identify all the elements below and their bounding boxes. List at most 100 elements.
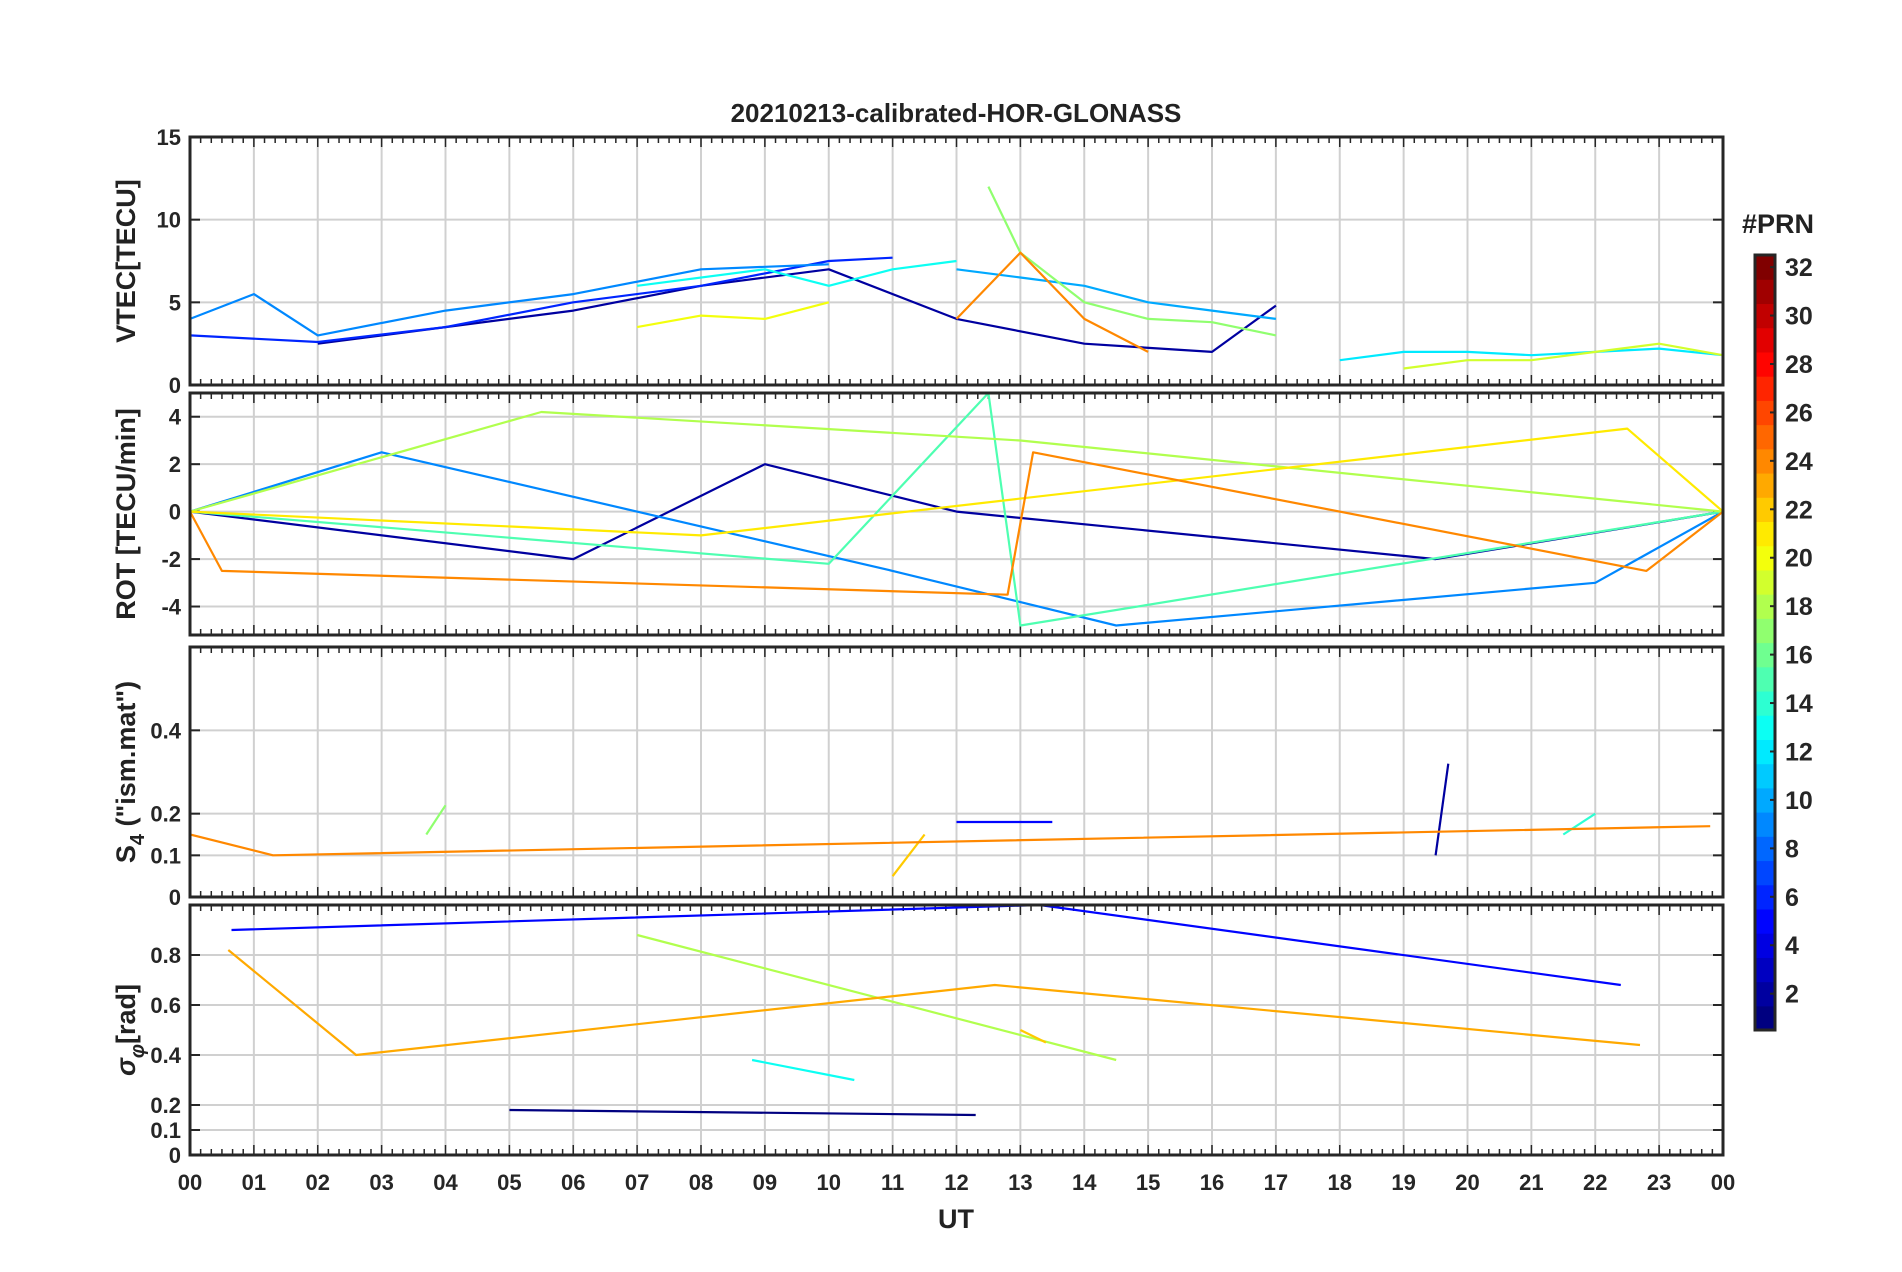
sigma-y-axis-label: σφ[rad] <box>111 984 149 1076</box>
colorbar-segment <box>1755 303 1775 329</box>
colorbar-tick-label: 20 <box>1785 545 1813 573</box>
s4-series-prn-14 <box>1562 812 1596 836</box>
colorbar-segment <box>1755 279 1775 305</box>
x-tick-label: 16 <box>1200 1170 1224 1195</box>
vtec-series-prn-9 <box>190 263 829 337</box>
colorbar-segment <box>1755 739 1775 765</box>
colorbar-tick-label: 14 <box>1785 690 1813 718</box>
rot-ytick-label: -2 <box>161 547 181 572</box>
colorbar-segment <box>1755 860 1775 886</box>
colorbar-tick-label: 4 <box>1785 932 1799 960</box>
x-tick-label: 01 <box>242 1170 266 1195</box>
colorbar-tick-label: 22 <box>1785 496 1813 524</box>
colorbar-tick-label: 8 <box>1785 835 1799 863</box>
s4-y-axis-label-sub: 4 <box>127 833 149 845</box>
colorbar-segment <box>1755 908 1775 934</box>
colorbar-segment <box>1755 715 1775 740</box>
colorbar-segment <box>1755 255 1775 280</box>
rot-panel: -4 -2 0 2 4 ROT [TECU/min] <box>111 391 1725 637</box>
vtec-series-prn-24 <box>955 251 1149 353</box>
sigma-ytick-label: 0.2 <box>150 1093 181 1118</box>
vtec-series-prn-13 <box>636 259 957 287</box>
x-tick-label: 19 <box>1391 1170 1415 1195</box>
rot-series-prn-15 <box>190 393 1723 627</box>
x-tick-label: 00 <box>178 1170 202 1195</box>
chart-title: 20210213-calibrated-HOR-GLONASS <box>731 98 1182 128</box>
colorbar-segment <box>1755 957 1775 983</box>
sigma-ytick-label: 0.1 <box>150 1118 181 1143</box>
vtec-y-axis-label: VTEC[TECU] <box>111 179 141 343</box>
x-axis-label: UT <box>938 1204 974 1234</box>
x-tick-label: 05 <box>497 1170 521 1195</box>
x-tick-label: 17 <box>1264 1170 1288 1195</box>
colorbar-segment <box>1755 812 1775 837</box>
sigma-series-prn-23 <box>227 949 1641 1057</box>
s4-series-prn-17 <box>425 804 447 836</box>
colorbar-segment <box>1755 618 1775 644</box>
colorbar-segment <box>1755 400 1775 426</box>
x-tick-label: 12 <box>944 1170 968 1195</box>
vtec-series-prn-20 <box>636 301 830 329</box>
colorbar-segment <box>1755 642 1775 668</box>
s4-ytick-label: 0.4 <box>150 718 181 743</box>
x-tick-label: 04 <box>433 1170 458 1195</box>
colorbar-segment <box>1755 351 1775 377</box>
colorbar-segment <box>1755 424 1775 450</box>
s4-y-axis-label-rest: ("ism.mat") <box>111 681 141 834</box>
colorbar-segment <box>1755 545 1775 571</box>
colorbar-tick-label: 2 <box>1785 981 1799 1009</box>
s4-series-prn-24 <box>190 825 1711 857</box>
rot-series-prn-21 <box>190 427 1723 537</box>
colorbar-segment <box>1755 569 1775 595</box>
x-tick-label: 09 <box>753 1170 777 1195</box>
x-tick-label: 03 <box>369 1170 393 1195</box>
rot-ytick-label: 2 <box>169 452 181 477</box>
sigma-ytick-label: 0.6 <box>150 993 181 1018</box>
x-tick-label: 11 <box>881 1170 904 1195</box>
sigma-y-axis-label-rest: [rad] <box>111 984 141 1044</box>
s4-axes-frame <box>188 645 1725 899</box>
rot-ytick-label: -4 <box>161 595 181 620</box>
colorbar-segment <box>1755 1005 1775 1031</box>
colorbar-segment <box>1755 836 1775 862</box>
colorbar-tick-label: 16 <box>1785 642 1813 670</box>
x-tick-label: 21 <box>1519 1170 1543 1195</box>
sigma-ytick-label: 0 <box>169 1143 181 1168</box>
colorbar-tick-label: 30 <box>1785 303 1813 331</box>
x-tick-label: 22 <box>1583 1170 1607 1195</box>
x-tick-label: 10 <box>817 1170 841 1195</box>
colorbar-segment <box>1755 521 1775 547</box>
colorbar-tick-label: 28 <box>1785 351 1813 379</box>
vtec-series-prn-17 <box>987 186 1277 337</box>
vtec-ytick-label: 5 <box>169 290 181 315</box>
sigma-panel: 00.10.20.40.60.8σφ[rad]00 01 02 03 04 05 06 07 0… <box>111 903 1735 1195</box>
x-tick-label: 20 <box>1455 1170 1479 1195</box>
sigma-series-prn-1 <box>509 1108 976 1117</box>
colorbar-segment <box>1755 376 1775 401</box>
s4-ytick-label: 0 <box>169 885 181 910</box>
vtec-ytick-label: 10 <box>157 208 181 233</box>
colorbar-segment <box>1755 690 1775 716</box>
sigma-series-group <box>227 905 1641 1117</box>
rot-ytick-label: 4 <box>169 405 182 430</box>
s4-y-axis-label-main: S <box>111 845 141 863</box>
x-tick-label: 07 <box>625 1170 649 1195</box>
vtec-ytick-label: 0 <box>169 373 181 398</box>
x-tick-label: 06 <box>561 1170 585 1195</box>
rot-series-prn-24 <box>190 451 1723 596</box>
vtec-series-prn-10 <box>956 268 1277 320</box>
vtec-series-prn-6 <box>190 256 893 344</box>
colorbar-tick-label: 32 <box>1785 254 1813 282</box>
s4-ytick-label: 0.2 <box>150 802 181 827</box>
x-tick-label: 08 <box>689 1170 713 1195</box>
rot-series-prn-18 <box>190 410 1723 513</box>
sigma-y-axis-label-sub: φ <box>127 1044 149 1058</box>
vtec-series-prn-12 <box>1339 347 1723 362</box>
x-tick-label: 14 <box>1072 1170 1097 1195</box>
colorbar-segment <box>1755 763 1775 789</box>
colorbar-segment <box>1755 666 1775 692</box>
colorbar-label: #PRN <box>1742 209 1814 239</box>
